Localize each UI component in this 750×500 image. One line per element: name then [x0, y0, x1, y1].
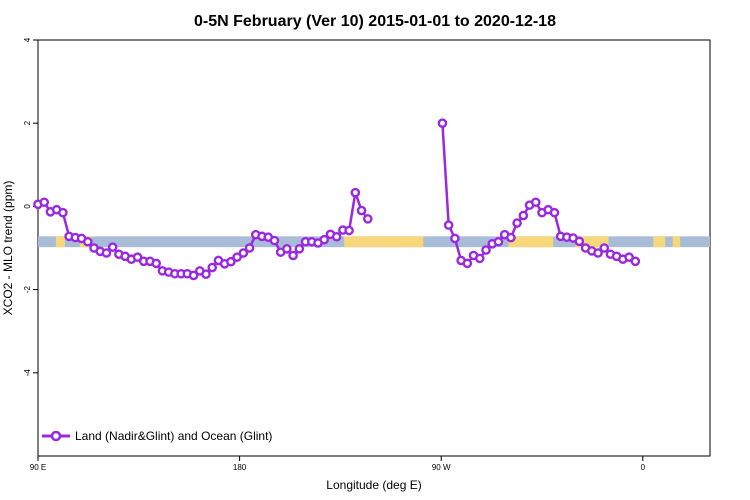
data-point — [288, 250, 298, 261]
data-point — [269, 235, 280, 246]
data-point — [58, 207, 68, 218]
data-point — [238, 248, 249, 258]
data-point — [549, 207, 560, 218]
data-point — [530, 197, 541, 208]
x-tick-label: 180 — [233, 463, 247, 472]
y-tick-label: -4 — [23, 369, 32, 377]
data-point — [82, 236, 93, 247]
data-point — [362, 214, 373, 224]
data-point — [244, 243, 255, 253]
data-point — [481, 245, 491, 255]
land-band — [575, 236, 609, 248]
y-tick-label: 0 — [23, 204, 32, 209]
data-point — [282, 244, 292, 254]
data-point — [437, 118, 448, 128]
axis-ticks: 4 2 0 -2 -4 90 E 180 90 W 0 — [23, 37, 646, 472]
land-band — [672, 236, 681, 248]
data-point — [574, 236, 585, 247]
data-point — [493, 236, 504, 247]
data-point — [188, 270, 199, 281]
land-band — [653, 236, 666, 248]
data-point — [331, 231, 342, 242]
data-point — [107, 242, 118, 252]
chart-title: 0-5N February (Ver 10) 2015-01-01 to 202… — [194, 13, 556, 30]
x-tick-label: 90 W — [432, 463, 451, 472]
data-point — [294, 244, 305, 254]
legend: Land (Nadir&Glint) and Ocean (Glint) — [42, 429, 272, 443]
data-point — [474, 253, 485, 264]
data-point — [39, 197, 50, 208]
data-point — [630, 256, 641, 267]
land-band — [344, 236, 424, 248]
data-point — [599, 243, 610, 253]
data-point — [356, 205, 367, 216]
plot-frame — [37, 39, 711, 457]
data-point — [207, 262, 218, 273]
series-line — [37, 192, 369, 277]
data-point — [462, 258, 473, 269]
data-point — [450, 233, 460, 244]
series-layer — [33, 118, 641, 281]
data-point — [506, 232, 516, 243]
data-point — [624, 252, 634, 262]
land-band — [55, 236, 65, 248]
data-point — [319, 234, 330, 245]
x-tick-label: 90 E — [30, 463, 46, 472]
land-band — [508, 236, 554, 248]
data-point — [101, 248, 112, 258]
data-point — [132, 252, 143, 262]
data-point — [344, 225, 354, 236]
data-point — [593, 248, 603, 258]
data-point — [518, 210, 529, 221]
data-point — [350, 187, 361, 198]
land-ocean-band — [38, 236, 710, 248]
x-axis-label: Longitude (deg E) — [326, 478, 421, 492]
x-tick-label: 0 — [641, 463, 646, 472]
data-point — [512, 218, 522, 228]
y-tick-label: 2 — [23, 120, 32, 125]
data-point — [443, 220, 454, 230]
data-point — [232, 252, 242, 262]
legend-marker — [50, 430, 62, 442]
y-axis-label: XCO2 - MLO trend (ppm) — [1, 181, 15, 316]
y-tick-label: 4 — [23, 37, 32, 42]
data-point — [201, 269, 211, 280]
legend-label: Land (Nadir&Glint) and Ocean (Glint) — [75, 429, 272, 443]
y-tick-label: -2 — [23, 285, 32, 293]
data-point — [151, 258, 162, 269]
data-point — [226, 256, 236, 267]
